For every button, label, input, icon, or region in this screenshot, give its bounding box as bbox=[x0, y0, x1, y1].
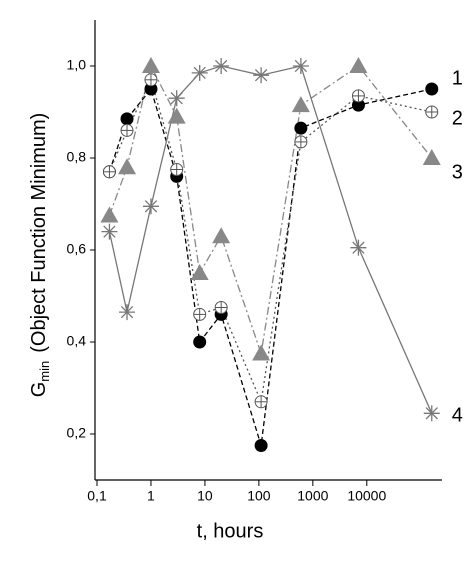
marker-shape bbox=[118, 158, 137, 175]
data-point bbox=[254, 395, 268, 409]
data-point bbox=[252, 344, 271, 361]
data-point bbox=[292, 58, 309, 74]
marker-shape bbox=[170, 92, 183, 105]
marker-shape bbox=[422, 149, 441, 165]
marker-shape bbox=[193, 335, 207, 349]
series-label: 4 bbox=[452, 405, 463, 427]
y-tick-label: 0,4 bbox=[67, 333, 87, 349]
marker-shape bbox=[103, 225, 116, 238]
x-tick-label: 10 bbox=[197, 488, 213, 504]
marker-shape bbox=[144, 200, 158, 213]
marker-shape bbox=[425, 407, 438, 420]
data-point bbox=[144, 73, 158, 87]
data-point bbox=[423, 405, 440, 422]
marker-shape bbox=[144, 82, 158, 96]
series-line bbox=[108, 87, 432, 446]
marker-shape bbox=[254, 69, 268, 82]
data-point bbox=[120, 123, 134, 137]
marker-shape bbox=[212, 227, 231, 244]
data-point bbox=[120, 112, 134, 126]
x-axis-title: t, hours bbox=[197, 520, 264, 542]
series-label: 1 bbox=[452, 67, 463, 89]
data-point bbox=[351, 98, 365, 112]
data-point bbox=[142, 198, 159, 215]
data-point bbox=[101, 223, 118, 240]
data-point bbox=[212, 227, 231, 244]
x-tick-label: 10000 bbox=[347, 488, 386, 504]
data-point bbox=[170, 163, 184, 176]
data-point bbox=[254, 439, 268, 452]
data-point bbox=[190, 264, 209, 280]
data-point bbox=[425, 82, 439, 96]
series-label: 2 bbox=[452, 107, 463, 129]
marker-shape bbox=[252, 344, 271, 361]
marker-shape bbox=[193, 66, 206, 80]
data-point bbox=[349, 57, 368, 73]
y-axis-title: Gmin (Object Function Minimum) bbox=[28, 113, 52, 398]
series-line bbox=[108, 77, 432, 405]
y-title-main: G bbox=[28, 382, 50, 398]
marker-shape bbox=[120, 112, 134, 126]
marker-shape bbox=[100, 206, 119, 223]
marker-shape bbox=[291, 96, 310, 113]
marker-shape bbox=[294, 121, 308, 135]
marker-shape bbox=[141, 57, 160, 73]
marker-shape bbox=[294, 59, 308, 73]
series-line bbox=[108, 65, 433, 414]
marker-shape bbox=[254, 439, 268, 452]
data-point bbox=[102, 165, 116, 179]
data-point bbox=[213, 58, 230, 74]
data-point bbox=[144, 82, 158, 96]
data-point bbox=[141, 57, 160, 73]
data-point bbox=[350, 239, 367, 256]
data-point bbox=[167, 107, 186, 124]
marker-shape bbox=[349, 57, 368, 73]
data-point bbox=[422, 149, 441, 165]
x-tick-label: 1000 bbox=[297, 488, 328, 504]
series-label: 3 bbox=[452, 161, 463, 183]
marker-shape bbox=[190, 264, 209, 280]
y-title-rest: (Object Function Minimum) bbox=[28, 113, 50, 353]
x-tick-label: 100 bbox=[247, 488, 271, 504]
y-tick-label: 1,0 bbox=[67, 57, 87, 73]
y-title-sub: min bbox=[37, 361, 52, 382]
marker-shape bbox=[215, 59, 228, 73]
x-tick-label: 0,1 bbox=[87, 488, 107, 504]
data-point bbox=[193, 307, 207, 321]
data-point bbox=[119, 304, 136, 321]
y-tick-label: 0,8 bbox=[67, 149, 87, 165]
marker-shape bbox=[352, 241, 365, 254]
marker-shape bbox=[167, 107, 186, 124]
data-point bbox=[294, 121, 308, 135]
y-tick-label: 0,6 bbox=[67, 241, 87, 257]
data-point bbox=[118, 158, 137, 175]
y-tick-label: 0,2 bbox=[67, 425, 87, 441]
data-point bbox=[214, 301, 228, 314]
data-point bbox=[253, 67, 270, 84]
data-point bbox=[191, 64, 208, 81]
series-line bbox=[108, 64, 433, 354]
marker-shape bbox=[425, 82, 439, 96]
data-point bbox=[294, 135, 308, 149]
marker-shape bbox=[351, 98, 365, 112]
data-point bbox=[100, 206, 119, 223]
data-point bbox=[291, 96, 310, 113]
data-point bbox=[168, 90, 185, 107]
x-tick-label: 1 bbox=[147, 488, 155, 504]
data-point bbox=[351, 89, 365, 103]
data-point bbox=[425, 105, 439, 119]
data-point bbox=[193, 335, 207, 349]
marker-shape bbox=[120, 305, 134, 319]
